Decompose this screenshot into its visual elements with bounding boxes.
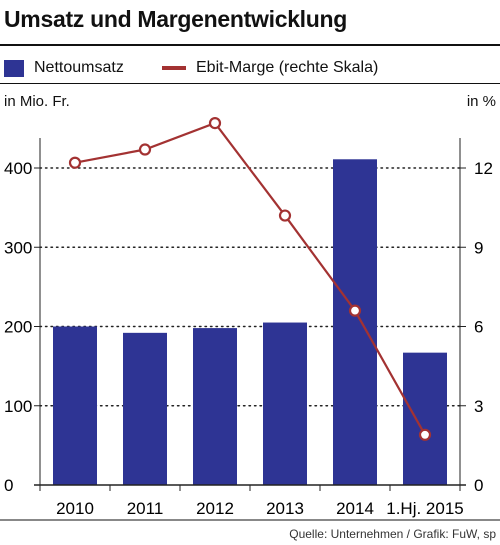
right-tick-label: 0 xyxy=(474,476,483,495)
ebit-marge-point-2012 xyxy=(208,116,222,130)
bar-2011 xyxy=(123,332,167,485)
x-tick-label: 2013 xyxy=(266,499,304,518)
left-axis-unit: in Mio. Fr. xyxy=(4,93,70,110)
source-note: Quelle: Unternehmen / Grafik: FuW, sp xyxy=(289,527,496,541)
left-tick-label: 300 xyxy=(4,238,32,257)
x-tick-label: 2014 xyxy=(336,499,374,518)
right-tick-label: 6 xyxy=(474,318,483,337)
right-tick-label: 12 xyxy=(474,159,493,178)
x-tick-label: 2011 xyxy=(127,499,164,518)
legend-line-swatch xyxy=(162,66,186,70)
bar-2012 xyxy=(193,328,237,485)
bar-2014 xyxy=(333,159,377,485)
ebit-marge-point-2011 xyxy=(138,143,152,156)
legend-item-bar: Nettoumsatz xyxy=(4,59,124,77)
left-tick-label: 0 xyxy=(4,476,13,495)
ebit-marge-point-1-hj-2015 xyxy=(418,428,432,441)
chart-title: Umsatz und Margenentwicklung xyxy=(4,6,348,32)
bar-1-hj-2015 xyxy=(403,352,447,485)
left-tick-label: 100 xyxy=(4,397,32,416)
x-tick-label: 1.Hj. 2015 xyxy=(386,499,464,518)
title-rule xyxy=(0,44,500,46)
ebit-marge-point-2014 xyxy=(348,304,362,317)
left-tick-label: 400 xyxy=(4,159,32,178)
x-tick-label: 2012 xyxy=(196,499,234,518)
right-axis-unit: in % xyxy=(466,93,496,110)
bar-2013 xyxy=(263,322,307,485)
left-tick-label: 200 xyxy=(4,318,32,337)
legend-bar-label: Nettoumsatz xyxy=(34,59,124,76)
ebit-marge-line xyxy=(74,121,426,436)
legend-item-line: Ebit-Marge (rechte Skala) xyxy=(162,59,378,77)
ebit-marge-point-2010 xyxy=(68,156,82,169)
ebit-marge-point-2013 xyxy=(278,209,292,222)
right-tick-label: 9 xyxy=(474,238,483,257)
legend-rule xyxy=(0,83,500,84)
bar-2010 xyxy=(53,326,97,485)
legend-bar-swatch xyxy=(4,59,24,77)
x-tick-label: 2010 xyxy=(56,499,94,518)
right-tick-label: 3 xyxy=(474,397,483,416)
legend-line-label: Ebit-Marge (rechte Skala) xyxy=(196,59,379,76)
